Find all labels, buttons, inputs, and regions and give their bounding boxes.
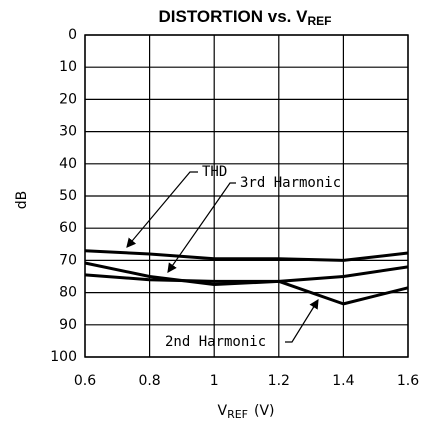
x-tick-label: 1 <box>210 373 219 389</box>
x-axis-label: VREF (V) <box>217 403 274 421</box>
title-subscript: REF <box>307 14 331 28</box>
annotation-label: 3rd Harmonic <box>240 175 341 191</box>
x-tick-label: 1.6 <box>397 373 419 389</box>
x-label-text: V <box>217 403 227 419</box>
x-tick-label: 0.8 <box>138 373 160 389</box>
y-tick-label: 80 <box>59 285 77 301</box>
leader-line <box>167 182 236 273</box>
chart-title: DISTORTION vs. VREF <box>159 7 332 28</box>
y-tick-label: 100 <box>50 349 77 365</box>
x-label-subscript: REF <box>227 408 248 421</box>
y-tick-label: 90 <box>59 317 77 333</box>
x-tick-label: 1.4 <box>332 373 354 389</box>
y-tick-label: 40 <box>59 156 77 172</box>
data-line <box>84 249 409 262</box>
leader-line <box>126 171 198 248</box>
y-axis-label: dB <box>14 191 30 210</box>
annotation-label: 2nd Harmonic <box>165 334 266 350</box>
annotation-label: THD <box>202 164 227 180</box>
y-tick-label: 60 <box>59 220 77 236</box>
title-text: DISTORTION vs. V <box>159 7 309 26</box>
y-tick-label: 0 <box>68 27 77 43</box>
plot-frame <box>84 34 409 358</box>
y-tick-label: 20 <box>59 91 77 107</box>
x-label-unit: (V) <box>254 403 275 419</box>
leader-line <box>285 298 319 343</box>
y-tick-label: 10 <box>59 59 77 75</box>
x-tick-label: 1.2 <box>268 373 290 389</box>
x-tick-label: 0.6 <box>74 373 96 389</box>
y-tick-label: 70 <box>59 252 77 268</box>
data-line <box>84 273 409 306</box>
y-tick-label: 30 <box>59 124 77 140</box>
data-line <box>84 261 409 287</box>
y-tick-label: 50 <box>59 188 77 204</box>
